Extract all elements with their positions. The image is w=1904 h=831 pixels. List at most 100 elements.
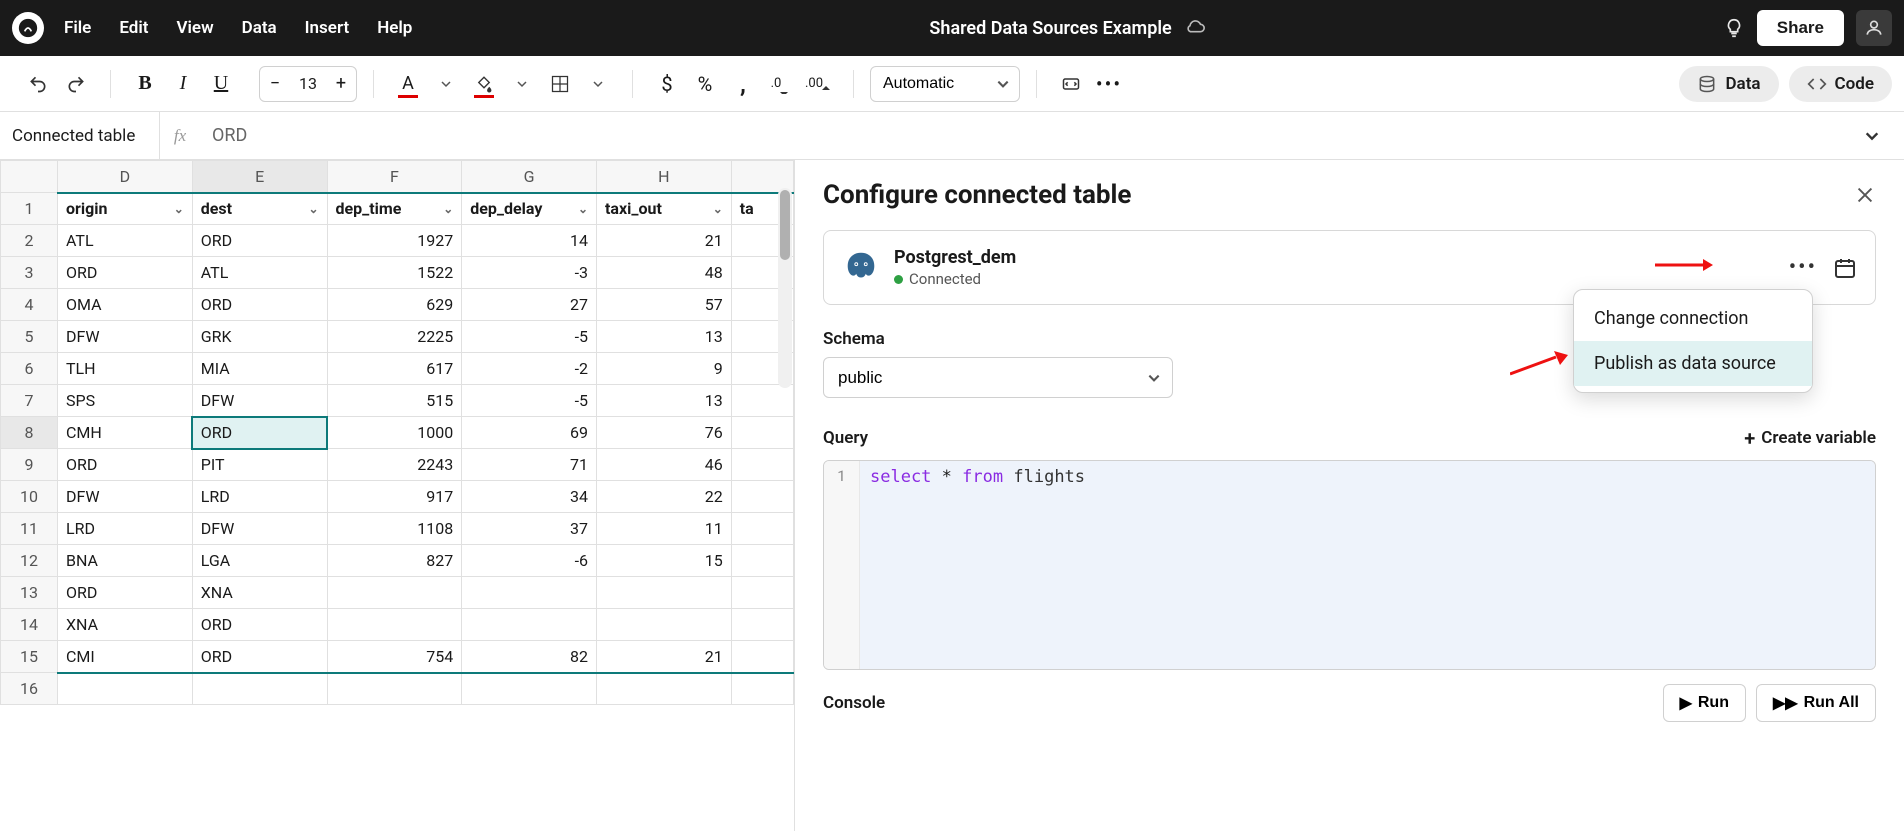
col-header-F[interactable]: F — [327, 161, 462, 193]
cell[interactable]: 46 — [597, 449, 732, 481]
undo-button[interactable] — [20, 66, 56, 102]
cell[interactable] — [597, 577, 732, 609]
decrease-decimal-button[interactable]: .0 — [763, 66, 799, 102]
font-size-value[interactable]: 13 — [290, 74, 326, 93]
cell[interactable]: 2225 — [327, 321, 462, 353]
code-pill-button[interactable]: Code — [1789, 66, 1892, 102]
menu-help[interactable]: Help — [377, 18, 412, 38]
cell[interactable]: XNA — [192, 577, 327, 609]
more-toolbar-button[interactable]: ••• — [1091, 66, 1127, 102]
cell[interactable]: DFW — [58, 481, 193, 513]
cell[interactable]: ATL — [58, 225, 193, 257]
cell[interactable]: LGA — [192, 545, 327, 577]
expand-icon[interactable] — [1053, 66, 1089, 102]
col-header-G[interactable]: G — [462, 161, 597, 193]
create-variable-button[interactable]: + Create variable — [1744, 426, 1876, 450]
row-number[interactable]: 1 — [1, 193, 58, 225]
cell[interactable]: MIA — [192, 353, 327, 385]
calendar-icon[interactable] — [1833, 256, 1857, 280]
data-pill-button[interactable]: Data — [1679, 66, 1778, 102]
cell[interactable]: 1522 — [327, 257, 462, 289]
formula-expand-chevron[interactable] — [1864, 128, 1904, 144]
cell[interactable] — [462, 577, 597, 609]
menu-edit[interactable]: Edit — [119, 18, 148, 38]
cell[interactable]: 34 — [462, 481, 597, 513]
cell[interactable] — [731, 385, 793, 417]
cell[interactable]: 13 — [597, 321, 732, 353]
cell[interactable]: -6 — [462, 545, 597, 577]
schema-select[interactable]: public — [823, 357, 1173, 398]
fill-color-button[interactable] — [466, 66, 502, 102]
cell[interactable]: XNA — [58, 609, 193, 641]
run-all-button[interactable]: ▶▶Run All — [1756, 684, 1876, 722]
col-header-D[interactable]: D — [58, 161, 193, 193]
cell[interactable]: 11 — [597, 513, 732, 545]
cell[interactable] — [327, 577, 462, 609]
redo-button[interactable] — [58, 66, 94, 102]
cell[interactable]: 617 — [327, 353, 462, 385]
cell[interactable]: 13 — [597, 385, 732, 417]
cell[interactable] — [58, 673, 193, 705]
cell[interactable] — [731, 513, 793, 545]
cell[interactable]: TLH — [58, 353, 193, 385]
cell[interactable]: DFW — [58, 321, 193, 353]
cell[interactable]: BNA — [58, 545, 193, 577]
menu-view[interactable]: View — [176, 18, 213, 38]
formula-input[interactable]: ORD — [200, 125, 1864, 146]
menu-insert[interactable]: Insert — [305, 18, 350, 38]
cell[interactable]: 37 — [462, 513, 597, 545]
cell[interactable] — [731, 449, 793, 481]
menu-data[interactable]: Data — [242, 18, 277, 38]
cell[interactable]: LRD — [58, 513, 193, 545]
cell[interactable]: 69 — [462, 417, 597, 449]
underline-button[interactable]: U — [203, 66, 239, 102]
row-number[interactable]: 12 — [1, 545, 58, 577]
cell[interactable]: ORD — [192, 225, 327, 257]
cell[interactable]: 71 — [462, 449, 597, 481]
row-number[interactable]: 14 — [1, 609, 58, 641]
row-number[interactable]: 16 — [1, 673, 58, 705]
cell[interactable] — [731, 577, 793, 609]
cell[interactable] — [731, 609, 793, 641]
lightbulb-icon[interactable] — [1723, 17, 1745, 39]
column-header-taxi_out[interactable]: taxi_out⌄ — [597, 193, 732, 225]
cell[interactable]: ORD — [58, 449, 193, 481]
row-number[interactable]: 13 — [1, 577, 58, 609]
cell[interactable]: 754 — [327, 641, 462, 673]
cell[interactable]: 82 — [462, 641, 597, 673]
cell[interactable]: OMA — [58, 289, 193, 321]
connection-more-button[interactable]: ••• — [1789, 255, 1817, 280]
cell[interactable]: 22 — [597, 481, 732, 513]
cell[interactable]: -5 — [462, 321, 597, 353]
cell[interactable]: LRD — [192, 481, 327, 513]
cell[interactable] — [597, 609, 732, 641]
cell[interactable] — [597, 673, 732, 705]
dropdown-publish-data-source[interactable]: Publish as data source — [1574, 341, 1812, 386]
row-number[interactable]: 9 — [1, 449, 58, 481]
share-button[interactable]: Share — [1757, 10, 1844, 46]
cell[interactable]: 27 — [462, 289, 597, 321]
cell[interactable]: 21 — [597, 641, 732, 673]
cell[interactable]: PIT — [192, 449, 327, 481]
row-number[interactable]: 3 — [1, 257, 58, 289]
col-header-H[interactable]: H — [597, 161, 732, 193]
cell[interactable] — [731, 481, 793, 513]
cell[interactable]: -2 — [462, 353, 597, 385]
col-header-E[interactable]: E — [192, 161, 327, 193]
cell[interactable] — [731, 673, 793, 705]
spreadsheet[interactable]: D E F G H 1origin⌄dest⌄dep_time⌄dep_dela… — [0, 160, 795, 831]
row-number[interactable]: 11 — [1, 513, 58, 545]
corner-cell[interactable] — [1, 161, 58, 193]
row-number[interactable]: 6 — [1, 353, 58, 385]
cell[interactable] — [731, 417, 793, 449]
text-color-button[interactable]: A — [390, 66, 426, 102]
format-currency-button[interactable]: $ — [649, 66, 685, 102]
cell[interactable]: 1108 — [327, 513, 462, 545]
cell[interactable] — [327, 609, 462, 641]
cell[interactable]: 827 — [327, 545, 462, 577]
borders-button[interactable] — [542, 66, 578, 102]
text-color-chevron[interactable] — [428, 66, 464, 102]
cell[interactable]: 1927 — [327, 225, 462, 257]
row-number[interactable]: 8 — [1, 417, 58, 449]
format-percent-button[interactable]: % — [687, 66, 723, 102]
